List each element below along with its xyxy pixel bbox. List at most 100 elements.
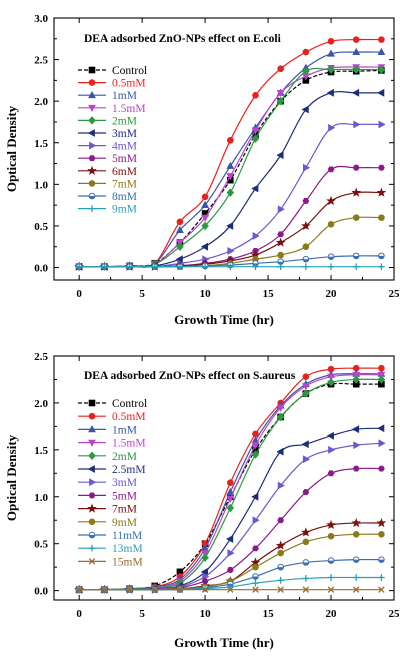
data-point [226,222,234,230]
legend-entry: 3mM [78,477,137,489]
y-tick-label: 1.5 [34,445,48,457]
data-point [352,375,360,384]
data-point [176,218,184,226]
legend-marker [88,180,96,187]
data-point [275,237,286,247]
legend-label: 6mM [112,166,137,178]
plot-frame [53,355,395,601]
legend-marker-fill [89,535,95,538]
data-point [252,516,260,525]
data-point [276,412,285,422]
chart-title: DEA adsorbed ZnO-NPs effect on S.aureus [84,370,296,382]
data-point [352,531,360,538]
legend-marker [88,155,96,162]
data-point [226,173,235,181]
data-point [327,65,335,74]
plot-frame [53,17,395,281]
legend-marker [88,399,96,407]
legend-entry: 1mM [78,90,137,102]
data-point [226,503,235,513]
legend-label: Control [112,65,147,77]
legend-entry: 13mM [78,543,143,555]
data-point [252,430,259,438]
y-tick-label: 0.0 [34,263,48,275]
data-point [326,519,336,530]
data-point [277,205,285,214]
data-point [277,576,285,584]
legend-label: 2.5mM [112,464,146,476]
legend-entry: 0.5mM [78,411,146,423]
data-point [226,535,234,543]
legend-label: 5mM [112,153,137,165]
data-point [252,579,259,587]
data-point [151,586,159,593]
data-point [302,389,310,398]
data-point [377,371,386,380]
x-tick-label: 20 [326,288,338,300]
y-tick-label: 2.0 [34,398,48,410]
data-point [201,263,209,271]
series-9mm [75,263,385,271]
data-point [201,221,209,231]
data-point [277,231,285,238]
x-tick-label: 0 [76,288,82,300]
legend-label: 1mM [112,424,137,436]
legend-entry: 15mM [78,556,143,568]
legend-label: Control [112,398,147,410]
legend-label: 1.5mM [112,103,146,115]
data-point [302,373,310,380]
legend-entry: 7mM [78,503,137,516]
data-point [251,134,260,143]
data-point [301,220,311,231]
data-point [351,88,360,97]
data-point [201,586,209,593]
legend-label: 9mM [112,517,137,529]
data-point [377,47,386,55]
data-point [277,549,284,557]
data-point [101,586,108,593]
data-point [251,450,260,459]
data-point [378,36,385,43]
data-point [176,586,184,593]
data-point [200,242,208,251]
data-point [327,166,335,173]
series-7mm [75,214,385,270]
legend-marker [88,90,96,99]
legend-marker [88,518,96,526]
data-point [226,161,235,169]
x-tick-label: 10 [200,608,212,620]
data-point [353,441,361,450]
chart-title: DEA adsorbed ZnO-NPs effect on E.coli [84,33,282,45]
legend-entry: 2mM [78,451,137,463]
data-point [302,575,310,582]
legend-label: 5mM [112,490,137,502]
data-point [252,231,260,240]
legend-entry: 9mM [78,204,137,216]
data-point [378,531,385,538]
legend-entry: 0.5mM [78,78,146,90]
data-point [301,440,309,449]
data-point [302,163,311,172]
legend-entry: 6mM [78,165,137,178]
legend-label: 0.5mM [112,411,146,423]
legend-entry: 1.5mM [78,438,146,450]
legend-marker [88,66,96,74]
x-tick-label: 5 [139,288,145,300]
data-point [302,48,310,56]
data-point-fill [252,576,259,580]
legend-entry: 1mM [78,424,137,436]
data-point-fill [328,256,334,260]
y-tick-label: 1.0 [34,179,48,191]
legend-entry: 1.5mM [78,103,146,115]
x-tick-label: 25 [389,288,400,300]
legend-label: 11mM [112,530,142,542]
data-point [327,263,335,271]
y-tick-label: 1.0 [34,492,48,504]
y-tick-label: 0.5 [34,539,48,551]
y-tick-label: 3.0 [34,13,48,25]
data-point [378,164,385,171]
legend-marker [88,205,96,212]
legend-marker [89,478,97,487]
legend-entry: 5mM [78,490,137,502]
data-point [327,574,335,581]
